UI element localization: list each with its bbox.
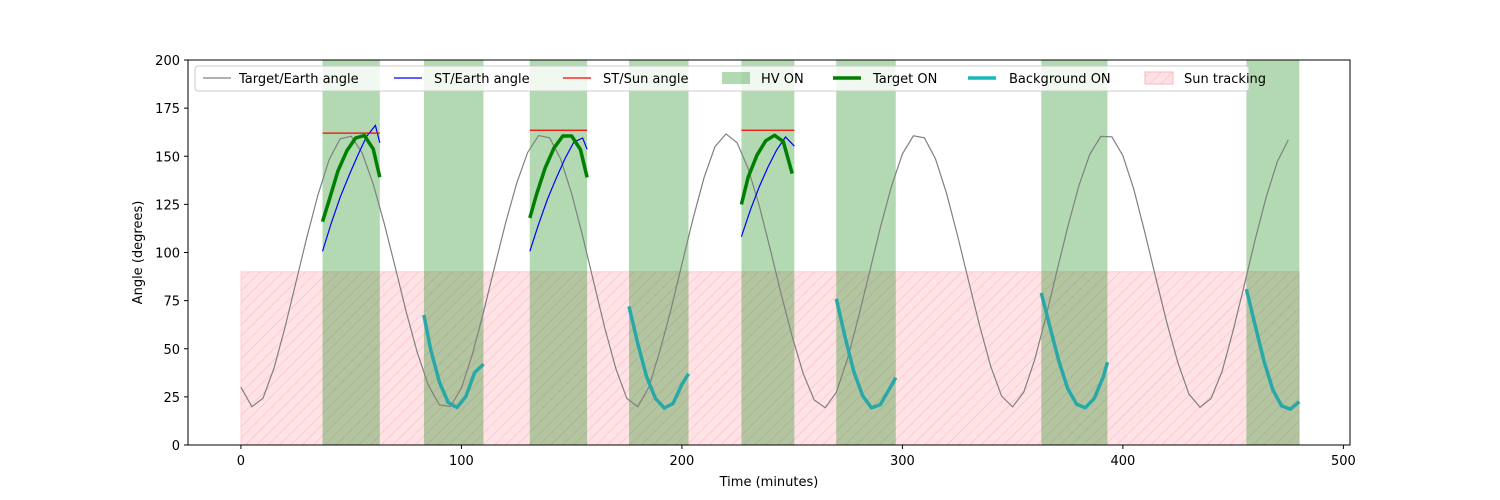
x-axis-label: Time (minutes) — [719, 475, 819, 490]
st-earth-angle-line — [740, 136, 795, 237]
legend-label-st-earth-angle: ST/Earth angle — [434, 72, 530, 87]
hv-on-span — [628, 60, 689, 445]
background-on-segment — [1244, 288, 1301, 411]
legend-box — [194, 65, 1250, 92]
x-tick-label: 500 — [1331, 454, 1356, 469]
legend-label-st-sun-angle: ST/Sun angle — [603, 72, 689, 87]
y-tick-label: 75 — [163, 295, 180, 310]
background-on-segment — [627, 305, 690, 410]
st-earth-angle-line — [321, 124, 381, 252]
y-tick-label: 175 — [155, 102, 180, 117]
plot-area — [240, 60, 1301, 446]
x-tick-label: 400 — [1110, 454, 1135, 469]
y-tick-label: 150 — [155, 150, 180, 165]
legend-swatch-hv-on — [722, 72, 750, 84]
x-tick-label: 300 — [890, 454, 915, 469]
legend: Target/Earth angle ST/Earth angle ST/Sun a… — [194, 65, 1266, 92]
background-on-segment — [422, 314, 485, 410]
axes: 0 100 200 300 400 500 0 25 50 75 100 125 150 175 200 — [155, 54, 1356, 469]
legend-label-target-earth-angle: Target/Earth angle — [238, 72, 359, 87]
x-tick-label: 0 — [237, 454, 245, 469]
y-tick-label: 125 — [155, 198, 180, 213]
target-on-segment — [320, 133, 382, 223]
hv-on-span — [322, 60, 380, 445]
hv-on-span — [1041, 60, 1108, 445]
hv-on-span — [836, 60, 896, 445]
x-tick-label: 200 — [669, 454, 694, 469]
background-on-segment — [1039, 292, 1110, 410]
legend-label-hv-on: HV ON — [761, 72, 804, 87]
legend-label-sun-tracking: Sun tracking — [1184, 72, 1266, 87]
target-on-segment — [528, 134, 589, 219]
legend-label-target-on: Target ON — [872, 72, 937, 87]
y-axis-label: Angle (degrees) — [131, 201, 146, 305]
x-tick-label: 100 — [449, 454, 474, 469]
target-on-segment — [739, 133, 794, 205]
y-tick-label: 0 — [172, 439, 180, 454]
y-tick-label: 100 — [155, 247, 180, 262]
st-earth-angle-line — [529, 137, 588, 252]
legend-swatch-sun-tracking — [1144, 71, 1174, 85]
y-tick-label: 50 — [163, 343, 180, 358]
y-tick-label: 25 — [163, 391, 180, 406]
sun-tracking-area — [240, 271, 1300, 446]
hv-on-span — [423, 60, 484, 445]
hv-on-span — [741, 60, 795, 445]
hv-on-span — [529, 60, 588, 445]
background-on-segment — [834, 298, 898, 410]
legend-label-background-on: Background ON — [1009, 72, 1111, 87]
target-earth-angle-line — [240, 133, 1289, 409]
y-tick-label: 200 — [155, 54, 180, 69]
hv-on-span — [1246, 60, 1300, 445]
